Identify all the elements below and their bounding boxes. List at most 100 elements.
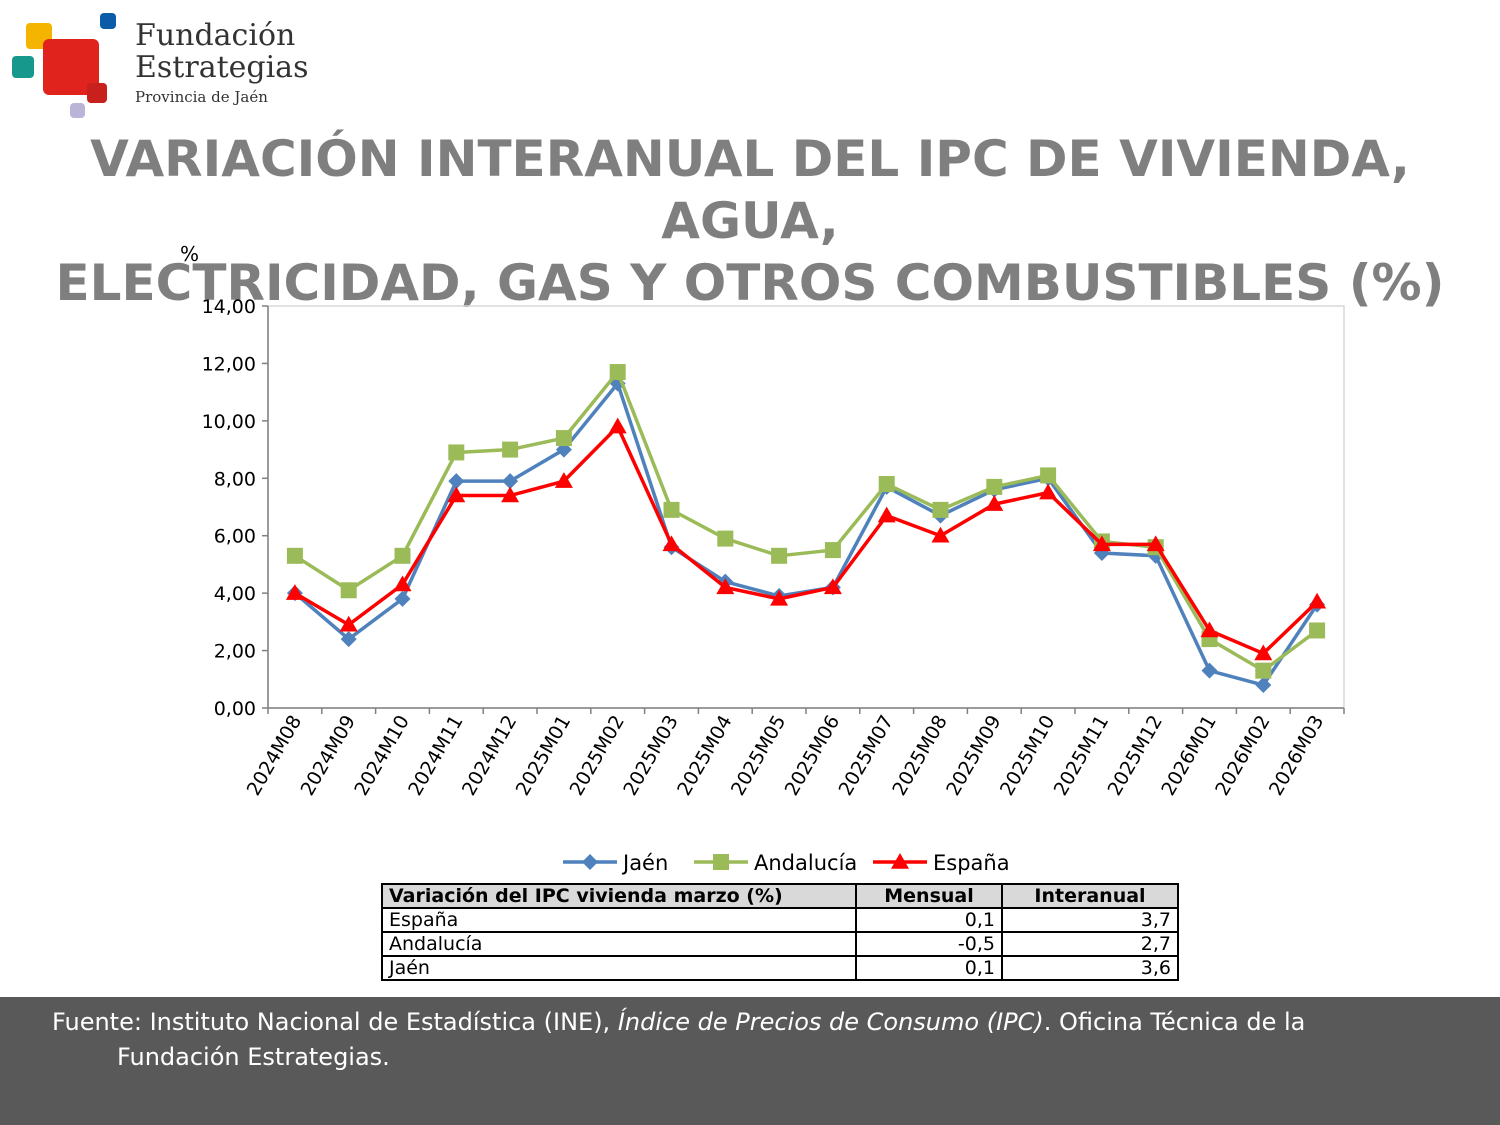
logo: Fundación Estrategias Provincia de Jaén	[10, 10, 330, 120]
data-point-espana	[554, 472, 573, 488]
data-point-espana	[501, 486, 520, 503]
table-row: Jaén 0,1 3,6	[381, 955, 1179, 981]
table-header-label: Variación del IPC vivienda marzo (%)	[381, 883, 857, 909]
table-cell-mensual: -0,5	[855, 931, 1003, 957]
data-point-espana	[447, 486, 466, 503]
y-tick-label: 0,00	[214, 698, 256, 720]
table-cell-interanual: 2,7	[1001, 931, 1179, 957]
title-line2: ELECTRICIDAD, GAS Y OTROS COMBUSTIBLES (…	[55, 254, 1445, 312]
data-point-espana	[339, 615, 358, 632]
data-point-jaen	[394, 590, 411, 607]
data-point-jaen	[448, 473, 465, 490]
data-point-andalucia	[1309, 622, 1326, 639]
data-point-andalucia	[663, 501, 680, 518]
table-cell-region: España	[381, 907, 857, 933]
logo-square-red-small	[87, 83, 107, 103]
source-suffix: . Oficina Técnica de la	[1043, 1008, 1306, 1036]
data-point-andalucia	[394, 547, 411, 564]
logo-line3: Provincia de Jaén	[135, 88, 268, 106]
series-espana	[285, 417, 1327, 661]
table-cell-region: Jaén	[381, 955, 857, 981]
data-point-espana	[1039, 483, 1058, 500]
y-tick-label: 4,00	[214, 583, 256, 605]
data-point-andalucia	[555, 430, 572, 447]
source-footer: Fuente: Instituto Nacional de Estadístic…	[0, 997, 1500, 1125]
logo-square-blue	[100, 13, 116, 29]
table-cell-interanual: 3,7	[1001, 907, 1179, 933]
line-chart: % 0,00 2,00 4,00 6,00 8,00 10,00 12,00 14,00 202…	[180, 242, 1345, 875]
x-tick-label: 2026M03	[1265, 712, 1329, 800]
data-point-espana	[1308, 592, 1327, 609]
series-jaen	[286, 375, 1326, 694]
data-point-espana	[770, 589, 789, 606]
data-point-jaen	[502, 473, 519, 490]
logo-text: Fundación Estrategias Provincia de Jaén	[135, 20, 308, 108]
logo-square-lilac	[70, 103, 85, 118]
data-point-espana	[1200, 621, 1219, 638]
data-point-espana	[285, 584, 304, 600]
data-point-espana	[823, 578, 842, 595]
legend-label: Andalucía	[754, 851, 857, 875]
data-point-andalucia	[771, 547, 788, 564]
legend-item-espana: España	[873, 851, 1010, 875]
source-prefix: Fuente: Instituto Nacional de Estadístic…	[52, 1008, 618, 1036]
y-tick-label: 12,00	[202, 353, 256, 375]
data-point-andalucia	[609, 364, 626, 381]
source-text: Fuente: Instituto Nacional de Estadístic…	[52, 1005, 1444, 1075]
data-point-andalucia	[878, 476, 895, 493]
data-point-andalucia	[340, 582, 357, 599]
data-point-espana	[877, 506, 896, 523]
data-point-espana	[716, 578, 735, 595]
table-header-row: Variación del IPC vivienda marzo (%) Men…	[381, 883, 1179, 909]
data-point-espana	[608, 417, 627, 434]
logo-line2: Estrategias	[135, 50, 309, 85]
data-point-andalucia	[717, 530, 734, 547]
data-point-espana	[931, 526, 950, 543]
data-point-espana	[393, 575, 412, 592]
data-point-andalucia	[986, 478, 1003, 495]
data-point-andalucia	[932, 501, 949, 518]
table-cell-interanual: 3,6	[1001, 955, 1179, 981]
page-title: VARIACIÓN INTERANUAL DEL IPC DE VIVIENDA…	[0, 128, 1500, 314]
legend-item-andalucia: Andalucía	[694, 851, 857, 875]
ipc-table: Variación del IPC vivienda marzo (%) Men…	[381, 883, 1179, 981]
y-tick-label: 2,00	[214, 641, 256, 663]
source-italic: Índice de Precios de Consumo (IPC)	[617, 1008, 1044, 1036]
y-axis-label: %	[180, 242, 199, 266]
data-point-espana	[985, 495, 1004, 511]
data-point-andalucia	[502, 441, 519, 458]
table-header-mensual: Mensual	[855, 883, 1003, 909]
data-point-jaen	[1201, 662, 1218, 679]
title-line1: VARIACIÓN INTERANUAL DEL IPC DE VIVIENDA…	[90, 130, 1410, 250]
table-row: Andalucía -0,5 2,7	[381, 931, 1179, 957]
series-line-andalucia	[293, 370, 1319, 673]
data-point-jaen	[1255, 677, 1272, 694]
y-tick-label: 10,00	[202, 411, 256, 433]
legend-item-jaen: Jaén	[563, 851, 668, 875]
data-point-espana	[1146, 535, 1165, 552]
legend-marker	[582, 854, 598, 870]
series-line-espana	[294, 424, 1319, 656]
data-point-jaen	[340, 631, 357, 648]
legend-marker	[891, 853, 909, 869]
table-cell-mensual: 0,1	[855, 955, 1003, 981]
series-line-jaen	[293, 381, 1319, 687]
data-point-andalucia	[286, 547, 303, 564]
table-cell-region: Andalucía	[381, 931, 857, 957]
data-point-andalucia	[1255, 662, 1272, 679]
legend-marker	[713, 854, 729, 870]
logo-square-teal	[12, 56, 34, 78]
logo-line1: Fundación	[135, 18, 296, 53]
data-point-andalucia	[824, 542, 841, 559]
source-line2: Fundación Estrategias.	[117, 1043, 390, 1071]
data-point-andalucia	[448, 444, 465, 461]
y-tick-label: 8,00	[214, 468, 256, 490]
table-header-interanual: Interanual	[1001, 883, 1179, 909]
legend-label: Jaén	[621, 851, 668, 875]
y-tick-label: 14,00	[202, 296, 256, 318]
table-row: España 0,1 3,7	[381, 907, 1179, 933]
table-cell-mensual: 0,1	[855, 907, 1003, 933]
legend-label: España	[933, 851, 1010, 875]
y-tick-label: 6,00	[214, 526, 256, 548]
data-point-espana	[1254, 644, 1273, 661]
